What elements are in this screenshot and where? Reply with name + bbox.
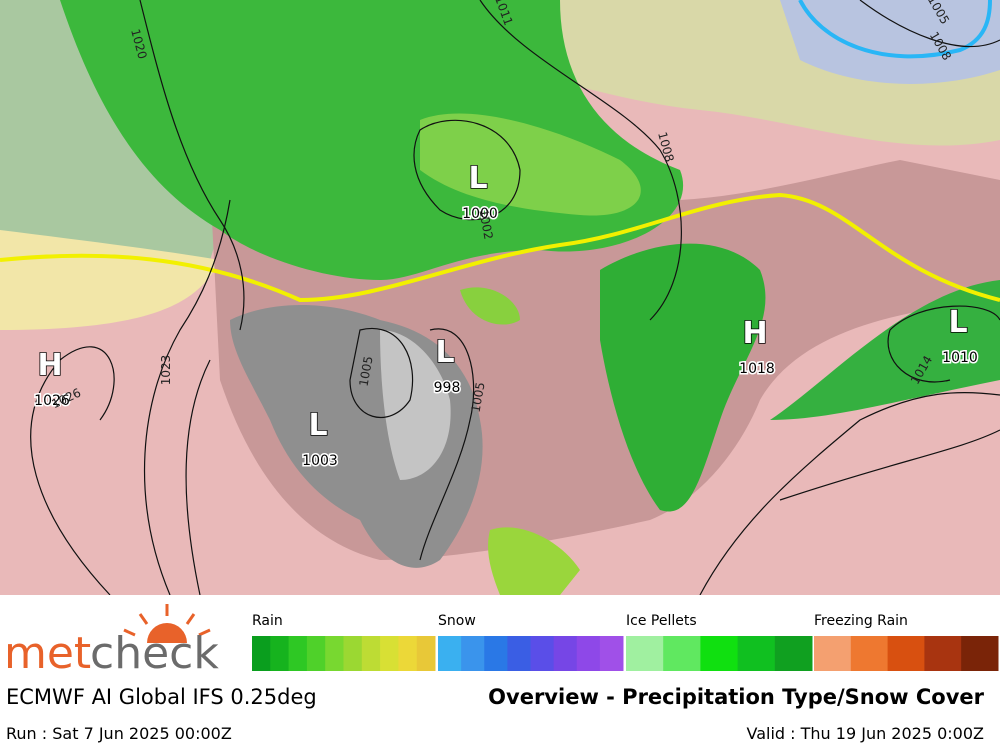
legend-swatch bbox=[343, 636, 363, 671]
isobar-label: 1002 bbox=[476, 208, 495, 241]
legend-swatch bbox=[398, 636, 418, 671]
legend-swatch bbox=[325, 636, 344, 671]
legend-swatch bbox=[306, 636, 326, 671]
legend-swatch bbox=[461, 636, 485, 671]
legend-swatch bbox=[887, 636, 925, 671]
center-symbol: H bbox=[742, 316, 767, 351]
center-value: 1000 bbox=[462, 206, 498, 222]
legend-swatch bbox=[850, 636, 889, 671]
logo-rays bbox=[123, 604, 211, 637]
legend-swatch bbox=[553, 636, 578, 671]
model-name: ECMWF AI Global IFS 0.25deg bbox=[6, 685, 317, 709]
snow-line bbox=[798, 0, 992, 59]
center-value: 998 bbox=[434, 380, 461, 396]
legend-swatch bbox=[599, 636, 624, 671]
rain-plains bbox=[460, 287, 520, 325]
logo: met check bbox=[4, 604, 219, 679]
rain-atlantic bbox=[770, 280, 1000, 420]
legend-label: Snow bbox=[438, 613, 476, 629]
center-value: 1010 bbox=[942, 350, 978, 366]
run-time: Run : Sat 7 Jun 2025 00:00Z bbox=[6, 724, 232, 743]
footer-bg bbox=[0, 595, 1000, 749]
legend-swatch bbox=[663, 636, 701, 671]
center-symbol: L bbox=[468, 161, 487, 196]
legend-swatch bbox=[416, 636, 436, 671]
map bbox=[0, 0, 1000, 596]
legend-swatch bbox=[576, 636, 601, 671]
legend-swatch bbox=[774, 636, 813, 671]
legend-swatch bbox=[530, 636, 555, 671]
snow-cover bbox=[780, 0, 1000, 84]
legend: Rain Snow Ice Pellets Freezing Rain bbox=[252, 613, 999, 671]
center-value: 1026 bbox=[34, 393, 70, 409]
legend-swatch bbox=[380, 636, 399, 671]
legend-label: Freezing Rain bbox=[814, 613, 908, 629]
legend-swatch bbox=[438, 636, 462, 671]
center-symbol: L bbox=[948, 305, 967, 340]
center-symbol: L bbox=[435, 335, 454, 370]
center-symbol: L bbox=[308, 408, 327, 443]
legend-label: Ice Pellets bbox=[626, 613, 697, 629]
isobars bbox=[30, 0, 1000, 596]
legend-swatch bbox=[961, 636, 999, 671]
brand-met: met bbox=[4, 628, 91, 679]
valid-time: Valid : Thu 19 Jun 2025 0:00Z bbox=[747, 724, 985, 743]
product-title: Overview - Precipitation Type/Snow Cover bbox=[488, 685, 984, 709]
legend-swatch bbox=[270, 636, 290, 671]
logo-mask bbox=[140, 643, 200, 667]
rain-lakes bbox=[420, 113, 641, 216]
center-value: 1018 bbox=[739, 361, 775, 377]
legend-swatch bbox=[924, 636, 962, 671]
legend-swatch bbox=[484, 636, 508, 671]
legend-swatch bbox=[737, 636, 776, 671]
center-symbol: H bbox=[37, 348, 62, 383]
legend-swatch bbox=[626, 636, 664, 671]
isobar-label: 1005 bbox=[357, 355, 376, 388]
legend-swatch bbox=[700, 636, 739, 671]
legend-swatch bbox=[507, 636, 531, 671]
legend-label: Rain bbox=[252, 613, 283, 629]
freezing-line bbox=[0, 192, 1000, 303]
legend-swatch bbox=[361, 636, 381, 671]
pressure-centers: H 1026 L 1000 L 998 L 1003 H 1018 L 1010 bbox=[33, 160, 980, 470]
legend-swatch bbox=[814, 636, 852, 671]
legend-swatch bbox=[252, 636, 271, 671]
legend-swatch bbox=[288, 636, 308, 671]
center-value: 1003 bbox=[302, 453, 338, 469]
isobar-label: 1005 bbox=[469, 381, 488, 414]
rain-north bbox=[60, 0, 684, 280]
brand-check: check bbox=[90, 628, 219, 679]
isobar-label: 1023 bbox=[159, 355, 173, 386]
rain-east bbox=[600, 243, 766, 512]
gray-light bbox=[380, 330, 451, 480]
rain-caribbean bbox=[488, 527, 580, 595]
